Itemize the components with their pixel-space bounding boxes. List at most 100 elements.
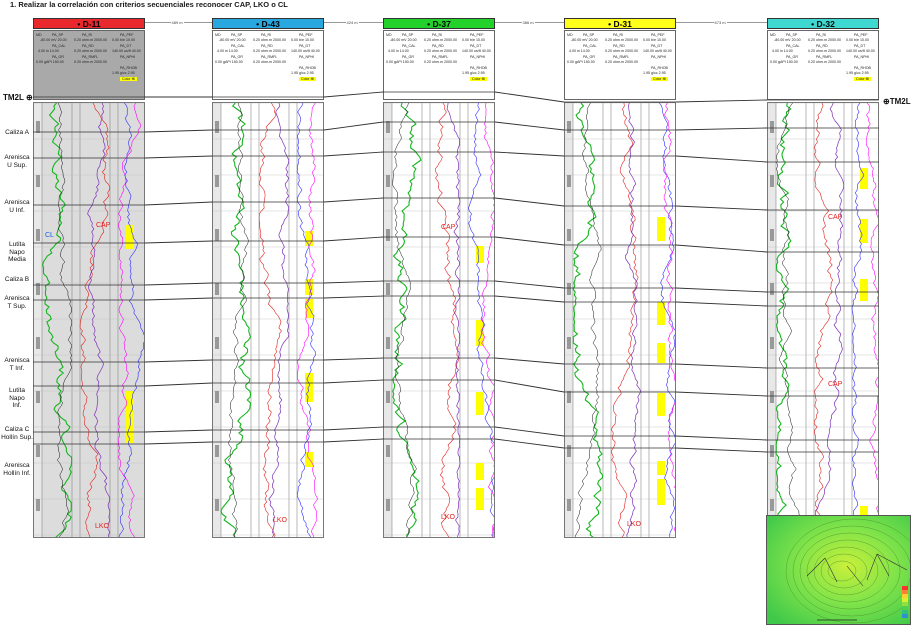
annotation-lko: LKO bbox=[273, 517, 288, 524]
well-path bbox=[806, 557, 826, 577]
header-cell: 0.20 ohm.m 2000.00 bbox=[424, 60, 457, 64]
formation-label: Lutita Napo Inf. bbox=[9, 387, 25, 409]
header-cell: PA_RI bbox=[432, 33, 443, 37]
porosity-fill bbox=[476, 392, 484, 415]
well-d-37: • D-37 MD PA_SP -80.00 mV 20.00 PA_CAL 4.00 i… bbox=[383, 18, 495, 538]
map-legend-swatch bbox=[902, 598, 908, 602]
log-header: MD PA_SP -80.00 mV 20.00 PA_CAL 4.00 in 14.0… bbox=[767, 30, 879, 100]
formation-label: Arenisca U Sup. bbox=[4, 154, 30, 169]
header-cell: 0.00 gAPI 150.00 bbox=[215, 60, 243, 64]
correlation-line bbox=[323, 438, 384, 443]
depth-label bbox=[386, 445, 390, 457]
header-cell: 140.00 us/ft 40.00 bbox=[643, 49, 672, 53]
porosity-fill bbox=[476, 320, 484, 330]
depth-label bbox=[567, 229, 571, 241]
well-path bbox=[824, 557, 838, 583]
correlation-line bbox=[144, 155, 213, 159]
depth-label bbox=[770, 283, 774, 295]
header-cell: 0.00 b/e 10.00 bbox=[643, 38, 666, 42]
well-path bbox=[876, 553, 908, 571]
header-cell: 0.20 ohm.m 2000.00 bbox=[74, 38, 107, 42]
sp-curve bbox=[227, 103, 249, 537]
annotation-cap: CAP bbox=[828, 214, 843, 221]
well-name: • D-32 bbox=[767, 18, 879, 29]
header-cell: PA_RD bbox=[816, 44, 828, 48]
color-fill-legend: Color fill bbox=[120, 77, 137, 81]
header-cell: -80.00 mV 20.00 bbox=[219, 38, 246, 42]
depth-track bbox=[565, 103, 573, 537]
header-cell: PA_CAL bbox=[52, 44, 66, 48]
depth-label bbox=[386, 175, 390, 187]
formation-label: Arenisca T Inf. bbox=[4, 357, 30, 372]
depth-label bbox=[567, 283, 571, 295]
ri-curve bbox=[87, 103, 111, 537]
rd-curve bbox=[258, 103, 282, 537]
correlation-line bbox=[675, 205, 768, 211]
depth-label bbox=[770, 229, 774, 241]
porosity-fill bbox=[126, 391, 134, 417]
correlation-line bbox=[494, 438, 565, 449]
dt-curve bbox=[297, 103, 319, 537]
depth-label bbox=[770, 445, 774, 457]
depth-label bbox=[567, 175, 571, 187]
porosity-fill bbox=[305, 279, 313, 295]
header-cell: PA_DT bbox=[470, 44, 482, 48]
formation-label: Caliza C Hollín Sup. bbox=[1, 426, 33, 441]
depth-label bbox=[36, 337, 40, 349]
header-cell: MD bbox=[36, 33, 42, 37]
correlation-line bbox=[323, 357, 384, 361]
dt-curve bbox=[117, 103, 141, 537]
pef-curve bbox=[296, 103, 316, 537]
depth-label bbox=[36, 175, 40, 187]
gr-curve bbox=[42, 103, 73, 537]
sp-curve bbox=[392, 103, 417, 537]
header-cell: 0.20 ohm.m 2000.00 bbox=[253, 38, 286, 42]
correlation-line bbox=[675, 391, 768, 397]
well-distance: 386 m bbox=[521, 20, 535, 25]
header-cell: 0.00 b/e 10.00 bbox=[846, 38, 869, 42]
depth-label bbox=[770, 175, 774, 187]
ri-curve bbox=[624, 103, 642, 537]
header-cell: MD bbox=[386, 33, 392, 37]
header-cell: PA_NPHI bbox=[470, 55, 486, 59]
header-cell: PA_RMFL bbox=[613, 55, 630, 59]
pef-curve bbox=[468, 103, 494, 537]
porosity-fill bbox=[860, 279, 868, 301]
tm2l-marker-left: TM2L ⊕ bbox=[3, 93, 33, 102]
depth-label bbox=[215, 391, 219, 403]
log-tracks bbox=[383, 102, 495, 538]
depth-label bbox=[567, 445, 571, 457]
color-fill-legend: Color fill bbox=[470, 77, 487, 81]
header-cell: PA_SP bbox=[52, 33, 64, 37]
porosity-fill bbox=[476, 488, 484, 510]
depth-label bbox=[36, 445, 40, 457]
log-tracks bbox=[212, 102, 324, 538]
header-cell: PA_RI bbox=[613, 33, 624, 37]
log-header: MD PA_SP -80.00 mV 20.00 PA_CAL 4.00 in 14.0… bbox=[564, 30, 676, 100]
header-cell: -80.00 mV 20.00 bbox=[774, 38, 801, 42]
page-title: 1. Realizar la correlación con criterios… bbox=[10, 0, 288, 9]
gr-curve bbox=[392, 103, 422, 537]
depth-label bbox=[36, 229, 40, 241]
depth-label bbox=[36, 283, 40, 295]
correlation-line bbox=[323, 151, 384, 157]
well-path bbox=[876, 553, 890, 577]
header-cell: 140.00 us/ft 40.00 bbox=[846, 49, 875, 53]
dt-curve bbox=[865, 103, 878, 537]
header-cell: PA_NPHI bbox=[120, 55, 136, 59]
correlation-line bbox=[494, 379, 565, 393]
header-cell: MD bbox=[215, 33, 221, 37]
header-cell: 0.00 gAPI 150.00 bbox=[567, 60, 595, 64]
header-cell: PA_PEF bbox=[299, 33, 313, 37]
header-cell: PA_SP bbox=[231, 33, 243, 37]
correlation-line bbox=[144, 201, 213, 206]
correlation-line bbox=[675, 99, 768, 103]
depth-label bbox=[386, 337, 390, 349]
log-tracks bbox=[767, 102, 879, 538]
depth-label bbox=[567, 499, 571, 511]
header-cell: 140.00 us/ft 40.00 bbox=[462, 49, 491, 53]
porosity-fill bbox=[657, 393, 665, 416]
header-cell: 140.00 us/ft 40.00 bbox=[291, 49, 320, 53]
header-cell: PA_DT bbox=[854, 44, 866, 48]
header-cell: PA_RHOB bbox=[854, 66, 871, 70]
